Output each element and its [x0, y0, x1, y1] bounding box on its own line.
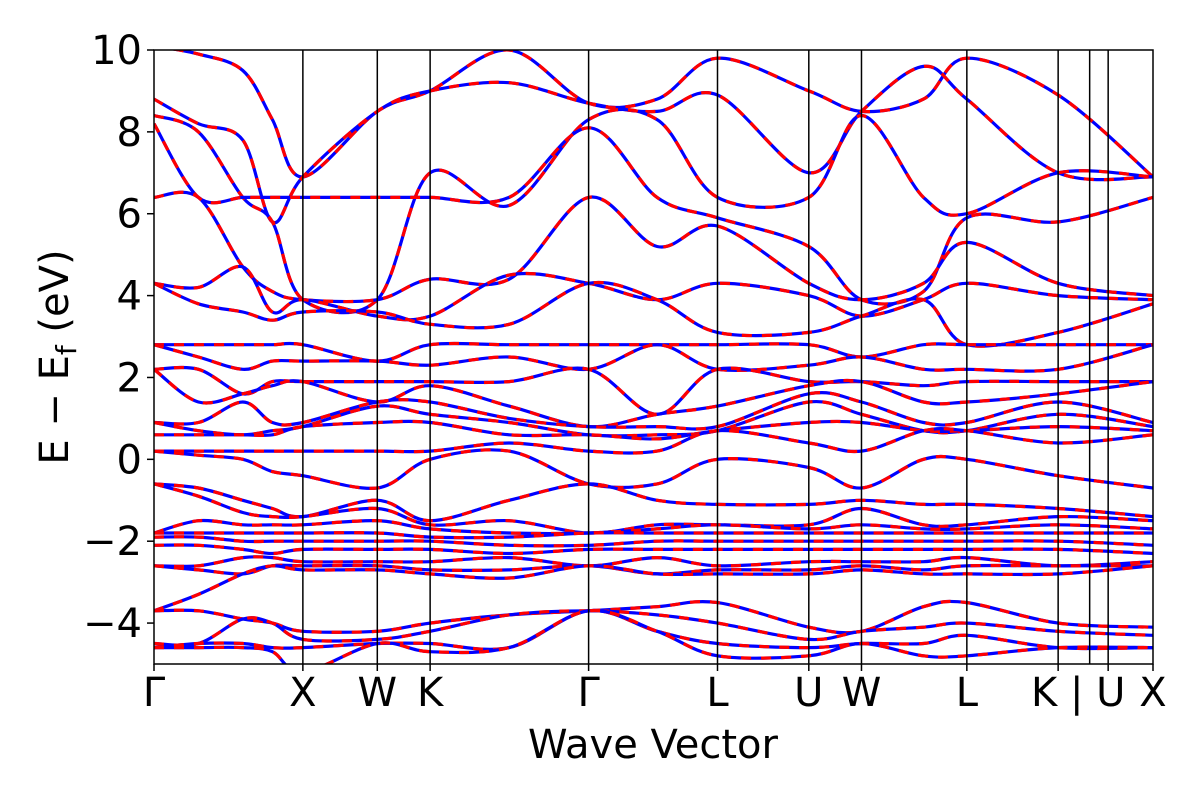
x-tick-label: L [706, 670, 729, 716]
plot-frame [153, 49, 1154, 665]
band-28-series-1 [154, 608, 1153, 664]
band-9-series-0 [154, 365, 1153, 416]
band-25-series-1 [154, 599, 1153, 635]
y-axis-title-main: E − E [32, 355, 78, 465]
x-tick-label: W [842, 670, 882, 716]
band-12-series-0 [154, 399, 1153, 438]
band-5-series-1 [154, 264, 1153, 322]
x-tick-label: Γ [577, 670, 600, 716]
band-13-series-1 [154, 419, 1153, 441]
band-12-series-1 [154, 399, 1153, 438]
band-16-series-1 [154, 482, 1153, 523]
band-24-series-1 [154, 564, 1153, 613]
band-3-series-1 [154, 122, 1153, 306]
band-3-series-0 [154, 122, 1153, 306]
y-tick-label: −4 [83, 601, 142, 647]
y-tick-label: 8 [117, 110, 142, 156]
x-tick-label: K | U [1031, 670, 1125, 716]
band-15-series-0 [154, 448, 1153, 490]
band-17-series-1 [154, 482, 1153, 535]
band-19-series-1 [154, 531, 1153, 540]
y-tick-label: 10 [91, 28, 142, 74]
high-symmetry-lines [302, 50, 1109, 664]
band-14-series-0 [154, 427, 1153, 455]
y-axis-title: E − Ef (eV) [32, 249, 83, 464]
x-tick-label: L [956, 670, 979, 716]
band-8-series-1 [154, 343, 1153, 373]
band-0-series-1 [169, 50, 1153, 179]
x-tick-label: W [358, 670, 398, 716]
x-axis-title: Wave Vector [528, 722, 779, 768]
band-4-series-1 [154, 190, 1153, 304]
band-11-series-1 [154, 391, 1153, 431]
y-tick-label: −2 [83, 519, 142, 565]
y-axis-title-subscript: f [50, 344, 83, 355]
x-tick-label: X [1139, 670, 1166, 716]
x-tick-label: X [289, 670, 316, 716]
y-tick-label: 2 [117, 355, 142, 401]
band-15-series-1 [154, 448, 1153, 490]
band-6-series-0 [154, 280, 1153, 348]
x-tick-label: Γ [143, 670, 166, 716]
y-axis: −4 −2 0 2 4 6 8 10 [83, 28, 154, 647]
band-14-series-1 [154, 427, 1153, 455]
y-tick-label: 4 [117, 274, 142, 320]
band-26-series-1 [154, 609, 1153, 647]
band-2-series-1 [154, 107, 1153, 315]
bands-layer [154, 50, 1153, 664]
band-8-series-0 [154, 343, 1153, 373]
y-tick-label: 6 [117, 192, 142, 238]
band-10-series-1 [154, 368, 1153, 429]
band-7-series-0 [154, 341, 1153, 363]
band-6-series-1 [154, 280, 1153, 348]
band-21-series-1 [154, 543, 1153, 556]
band-9-series-1 [154, 365, 1153, 416]
band-24-series-0 [154, 564, 1153, 613]
y-axis-title-unit: (eV) [32, 249, 78, 345]
x-tick-label: K [417, 670, 445, 716]
band-4-series-0 [154, 190, 1153, 304]
y-tick-label: 0 [117, 437, 142, 483]
x-tick-label: U [794, 670, 823, 716]
band-2-series-0 [154, 107, 1153, 315]
band-20-series-1 [154, 535, 1153, 548]
